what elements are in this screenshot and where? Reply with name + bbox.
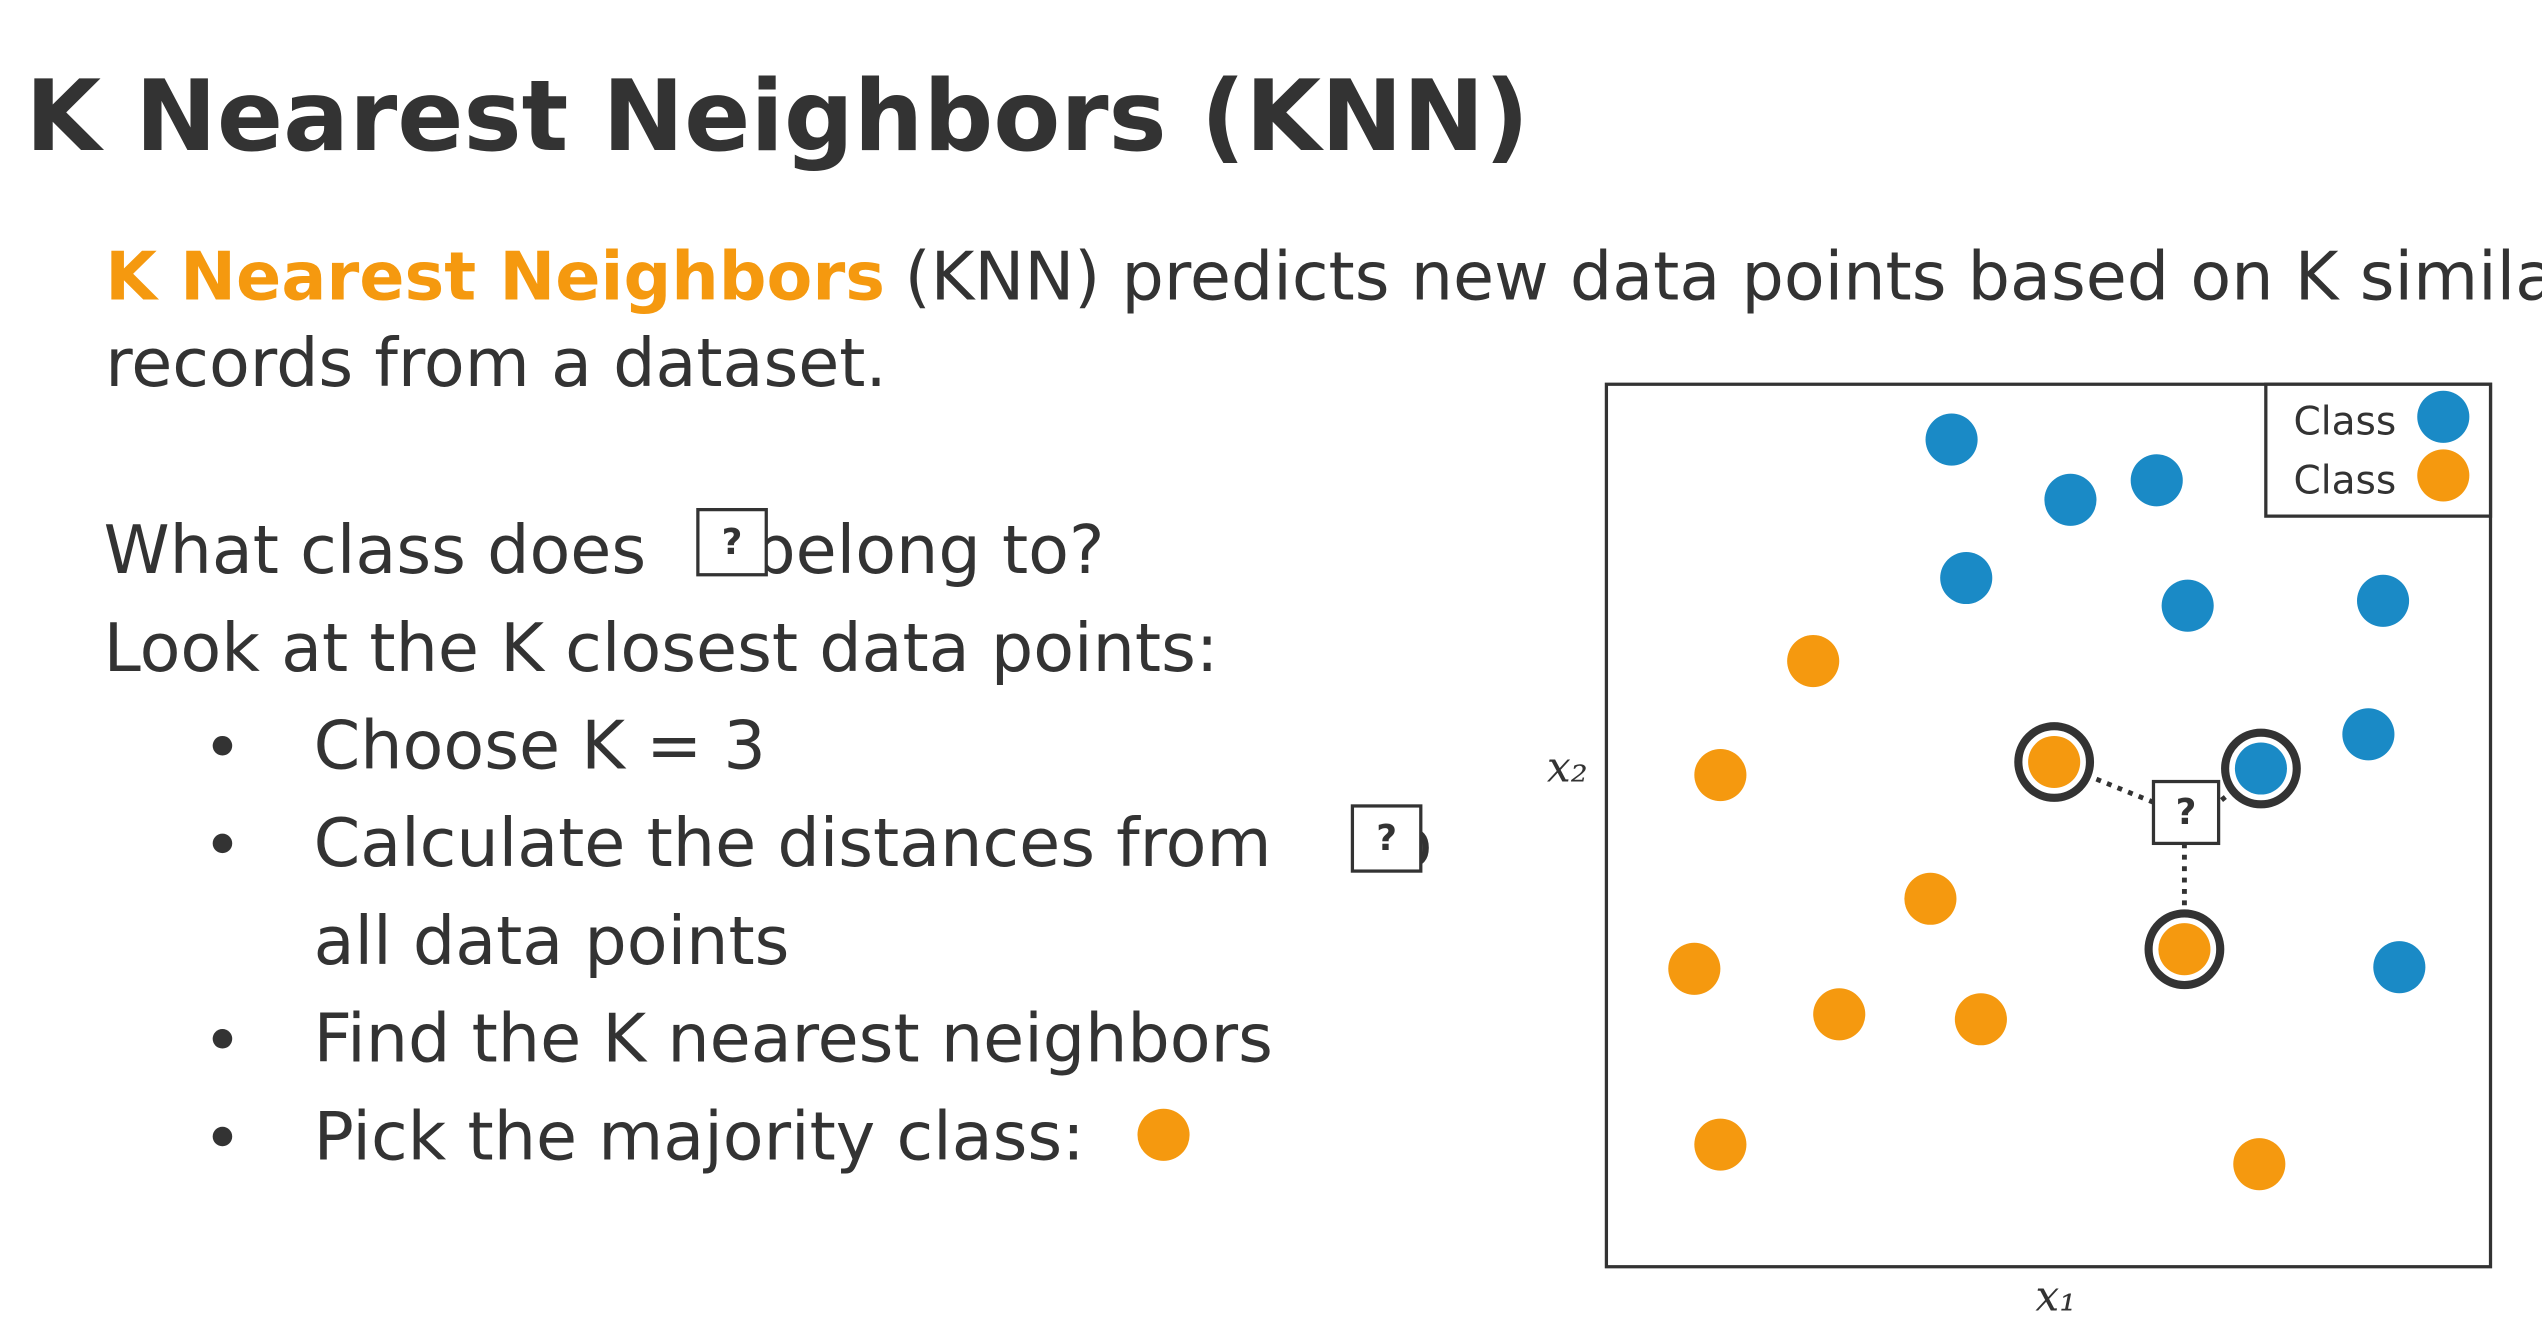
query-box	[696, 507, 768, 577]
point	[1668, 942, 1721, 995]
legend-label: Class	[2294, 400, 2397, 445]
bullet-text: Pick the majority class:	[314, 1097, 1085, 1175]
point	[2130, 454, 2183, 507]
query-label: ?	[722, 522, 743, 563]
point	[1813, 988, 1866, 1041]
point	[2158, 923, 2211, 976]
point	[1954, 993, 2007, 1046]
blue-points	[1925, 413, 2426, 994]
class-dot	[1137, 1108, 1190, 1161]
bullet	[212, 1029, 233, 1049]
point	[1904, 872, 1957, 925]
bullet	[212, 833, 233, 854]
point	[2161, 579, 2214, 632]
intro-line: K Nearest Neighbors (KNN) predicts new da…	[105, 238, 2542, 316]
query-box	[2151, 779, 2221, 846]
bullet	[212, 1126, 233, 1147]
legend-dot	[2417, 449, 2470, 502]
point	[1925, 413, 1978, 466]
point	[2373, 941, 2426, 994]
bullet-text: all data points	[314, 902, 790, 980]
query-box	[1350, 804, 1423, 873]
point	[1694, 1118, 1747, 1171]
point	[2044, 473, 2097, 526]
bullet-text: Calculate the distances from	[314, 804, 1272, 882]
distance-line	[2053, 759, 2168, 810]
bullet-text: Find the K nearest neighbors	[314, 1000, 1273, 1078]
point	[2342, 708, 2395, 761]
bullet	[212, 735, 233, 756]
point	[1694, 748, 1747, 802]
y-axis-label: x₂	[1547, 743, 1588, 792]
legend-dot	[2417, 390, 2470, 443]
point	[1940, 551, 1993, 605]
point	[2234, 742, 2287, 795]
x-axis-label: x₁	[2035, 1272, 2076, 1321]
point	[1787, 634, 1840, 688]
point	[2028, 735, 2081, 789]
point	[2233, 1138, 2286, 1191]
bullet-text: Choose K = 3	[314, 707, 766, 785]
question-text: belong to?	[753, 511, 1104, 589]
steps-intro: Look at the K closest data points:	[104, 609, 1219, 687]
question-text: What class does	[104, 511, 647, 589]
orange-points	[1668, 634, 2286, 1191]
plot-frame	[1604, 382, 2493, 1269]
legend-label: Class	[2294, 458, 2397, 503]
intro-text: records from a dataset.	[105, 324, 886, 402]
title: K Nearest Neighbors (KNN)	[25, 60, 1529, 174]
intro-highlight: K Nearest Neighbors	[105, 238, 885, 316]
point	[2357, 574, 2410, 627]
intro-text: (KNN) predicts new data points based on …	[905, 238, 2542, 316]
query-label: ?	[2176, 792, 2197, 833]
query-label: ?	[1376, 818, 1397, 859]
